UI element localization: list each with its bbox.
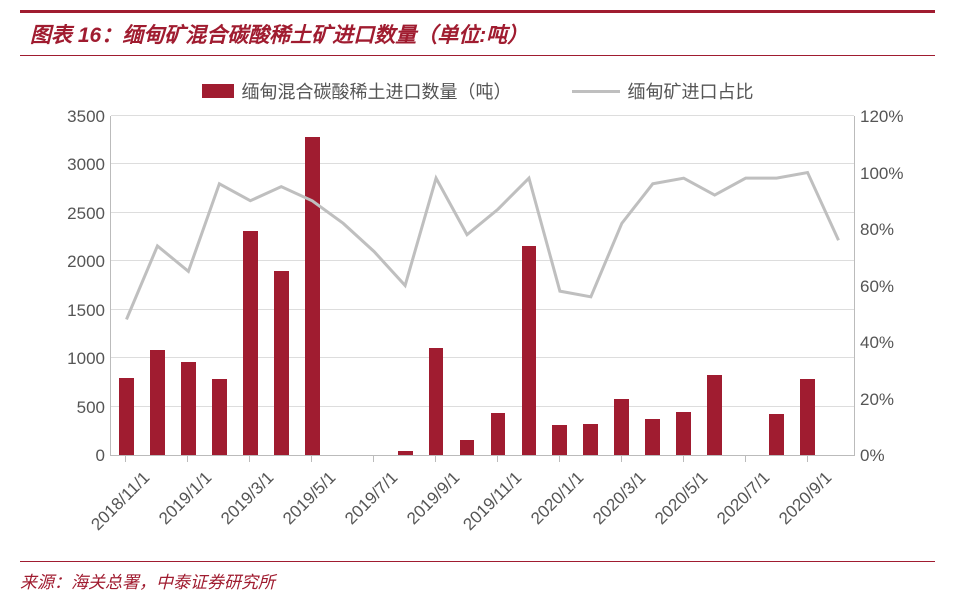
title-bar: 图表 16：缅甸矿混合碳酸稀土矿进口数量（单位:吨） xyxy=(20,10,935,56)
y-axis-left: 0500100015002000250030003500 xyxy=(50,116,105,456)
legend-item-line: 缅甸矿进口占比 xyxy=(572,78,754,104)
y-left-tick-label: 1500 xyxy=(50,301,105,321)
y-left-tick-label: 2500 xyxy=(50,204,105,224)
y-right-tick-label: 80% xyxy=(860,220,925,240)
legend-bar-label: 缅甸混合碳酸稀土进口数量（吨） xyxy=(242,78,512,104)
y-right-tick-label: 40% xyxy=(860,333,925,353)
y-right-tick-label: 100% xyxy=(860,164,925,184)
y-axis-right: 0%20%40%60%80%100%120% xyxy=(860,116,925,456)
x-tick-mark xyxy=(435,456,436,462)
legend-line-label: 缅甸矿进口占比 xyxy=(628,78,754,104)
y-right-tick-label: 0% xyxy=(860,446,925,466)
y-left-tick-label: 500 xyxy=(50,398,105,418)
y-right-tick-label: 20% xyxy=(860,390,925,410)
chart-figure: 图表 16：缅甸矿混合碳酸稀土矿进口数量（单位:吨） 缅甸混合碳酸稀土进口数量（… xyxy=(0,0,955,601)
y-left-tick-label: 1000 xyxy=(50,349,105,369)
y-left-tick-label: 2000 xyxy=(50,252,105,272)
x-tick-mark xyxy=(373,456,374,462)
x-tick-mark xyxy=(125,456,126,462)
x-tick-mark xyxy=(621,456,622,462)
x-tick-mark xyxy=(497,456,498,462)
x-tick-mark xyxy=(559,456,560,462)
legend-swatch-bar xyxy=(202,84,234,98)
x-tick-mark xyxy=(745,456,746,462)
line-layer xyxy=(111,116,854,455)
x-tick-mark xyxy=(311,456,312,462)
y-left-tick-label: 0 xyxy=(50,446,105,466)
y-right-tick-label: 60% xyxy=(860,277,925,297)
legend-item-bar: 缅甸混合碳酸稀土进口数量（吨） xyxy=(202,78,512,104)
plot-inner xyxy=(110,116,855,456)
x-tick-mark xyxy=(807,456,808,462)
legend: 缅甸混合碳酸稀土进口数量（吨） 缅甸矿进口占比 xyxy=(20,60,935,116)
y-left-tick-label: 3000 xyxy=(50,155,105,175)
legend-swatch-line xyxy=(572,90,620,93)
source-text: 来源：海关总署，中泰证券研究所 xyxy=(20,561,935,593)
chart-title: 图表 16：缅甸矿混合碳酸稀土矿进口数量（单位:吨） xyxy=(30,24,528,47)
y-right-tick-label: 120% xyxy=(860,107,925,127)
x-tick-mark xyxy=(249,456,250,462)
x-tick-mark xyxy=(187,456,188,462)
x-tick-mark xyxy=(683,456,684,462)
plot-area: 0500100015002000250030003500 0%20%40%60%… xyxy=(110,116,855,456)
y-left-tick-label: 3500 xyxy=(50,107,105,127)
line-series xyxy=(126,173,838,320)
x-axis: 2018/11/12019/1/12019/3/12019/5/12019/7/… xyxy=(110,456,855,556)
